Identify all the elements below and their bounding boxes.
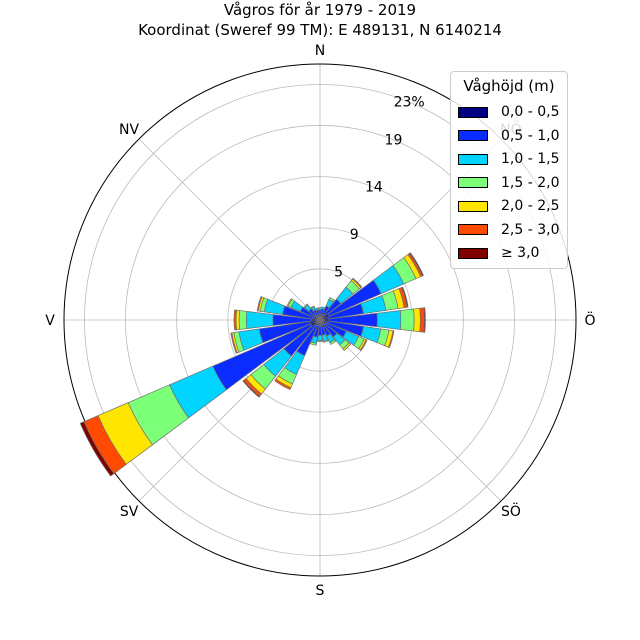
rose-sector [319,286,409,321]
legend-title: Våghöjd (m) [463,77,555,95]
legend-label: 0,5 - 1,0 [501,127,560,144]
rose-bar-segment [359,339,368,352]
rose-sector [310,319,321,346]
rose-bar-segment [419,307,425,333]
rose-bar-segment [233,309,237,331]
rose-bar-segment [238,310,248,330]
direction-labels: NNVVSVSSÖÖNÖ [45,43,595,599]
rose-bar-segment [79,421,115,477]
rose-bar-segment [409,252,424,277]
legend-label: ≥ 3,0 [501,245,540,261]
legend-label: 1,0 - 1,5 [501,151,560,167]
rose-bar-segment [310,305,315,310]
direction-label: NV [119,122,139,138]
rose-sector [310,305,321,321]
rose-bar-segment [388,330,395,349]
legend-item: 0,0 - 0,5 [458,104,559,120]
legend: Våghöjd (m) 0,0 - 0,5 0,5 - 1,0 1,0 - 1,5 1… [450,71,568,269]
rose-bar-segment [230,332,238,354]
chart-title-block: Vågros för år 1979 - 2019 Koordinat (Swe… [0,0,640,40]
rose-bar-segment [286,298,293,307]
direction-label: N [315,43,325,59]
legend-item: 1,5 - 2,0 [458,175,559,191]
rose-sector [274,319,321,391]
radial-tick-label: 19 [385,132,403,148]
rose-bar-segment [329,339,337,345]
rose-sector [315,307,321,321]
direction-label: SV [120,504,139,520]
grid-spoke [138,138,321,321]
rose-bar-segment [310,341,317,346]
rose-sector [319,319,395,349]
rose-sector [319,277,363,321]
rose-sector [286,298,321,321]
rose-bar-segment [351,277,363,289]
rose-bar-segment [376,310,402,330]
rose-sector [230,319,321,354]
direction-label: Ö [584,311,595,329]
legend-label: 0,0 - 0,5 [501,104,560,120]
direction-label: S [316,583,325,599]
legend-swatch [458,153,488,165]
legend-item: ≥ 3,0 [458,245,539,261]
legend-item: 2,5 - 3,0 [458,222,559,238]
rose-bar-segment [245,311,274,329]
radial-tick-label: 9 [350,227,359,243]
rose-bar-segment [342,342,352,352]
chart-title: Vågros för år 1979 - 2019 [223,1,417,19]
legend-item: 0,5 - 1,0 [458,128,559,144]
legend-item: 2,0 - 2,5 [458,198,559,214]
rose-bar-segment [423,307,426,333]
rose-sector [79,319,321,477]
rose-sector [319,319,368,352]
radial-tick-label: 23% [394,94,425,110]
rose-bars [79,252,426,477]
rose-sector [319,319,329,343]
legend-swatch [458,200,488,212]
legend-label: 2,0 - 2,5 [501,198,560,214]
outer-ring [63,63,577,577]
rose-bar-segment [399,308,415,332]
legend-swatch [458,106,488,118]
rose-bar-segment [413,307,421,333]
rose-sector [242,319,321,398]
rose-bar-segment [318,307,322,311]
rose-bar-segment [401,286,409,308]
direction-label: V [45,313,55,329]
rose-bar-segment [322,339,329,343]
legend-item: 1,0 - 1,5 [458,151,559,167]
legend-swatch [458,224,488,235]
rose-bar-segment [317,334,323,341]
grid-spoke [319,319,502,502]
rose-sector [256,296,321,321]
rose-bar-segment [274,378,292,391]
radial-tick-labels: 5 9 14 19 23% [334,94,425,280]
rose-bar-segment [317,339,323,342]
legend-label: 2,5 - 3,0 [501,221,560,238]
rose-bar-segment [328,296,336,303]
rose-bar-segment [263,298,286,315]
chart-subtitle: Koordinat (Sweref 99 TM): E 489131, N 61… [138,21,502,39]
legend-swatch [458,247,488,259]
rose-bar-segment [242,379,261,398]
legend-swatch [458,130,488,141]
rose-sector [319,296,336,321]
rose-bar-segment [315,307,319,311]
radial-tick-label: 14 [365,180,383,196]
legend-label: 1,5 - 2,0 [501,174,560,191]
rose-sector [319,319,337,345]
rose-bar-segment [303,303,309,309]
radial-tick-label: 5 [334,265,343,281]
direction-label: SÖ [501,502,521,520]
legend-swatch [458,177,488,188]
rose-bar-segment [256,296,263,312]
rose-sector [319,252,424,321]
